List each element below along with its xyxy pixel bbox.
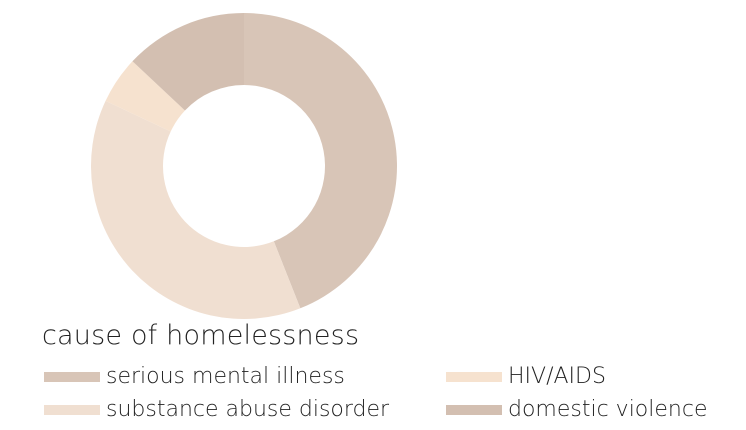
legend-label: serious mental illness: [106, 364, 345, 389]
chart-title: cause of homelessness: [42, 320, 360, 351]
donut-slice-serious-mental-illness: [244, 13, 398, 309]
donut-slice-substance-abuse-disorder: [91, 100, 301, 319]
legend-swatch: [44, 404, 100, 415]
legend-swatch: [446, 404, 502, 415]
legend-label: domestic violence: [508, 397, 708, 422]
legend-swatch: [44, 371, 100, 382]
legend-label: substance abuse disorder: [106, 397, 390, 422]
donut-slice-hiv-aids: [105, 61, 185, 132]
legend-item-hiv-aids: HIV/AIDS: [446, 364, 606, 389]
donut-slice-domestic-violence: [132, 13, 244, 111]
legend-swatch: [446, 371, 502, 382]
legend-item-substance-abuse-disorder: substance abuse disorder: [44, 397, 389, 422]
legend-label: HIV/AIDS: [508, 364, 606, 389]
legend-item-serious-mental-illness: serious mental illness: [44, 364, 345, 389]
legend-item-domestic-violence: domestic violence: [446, 397, 708, 422]
